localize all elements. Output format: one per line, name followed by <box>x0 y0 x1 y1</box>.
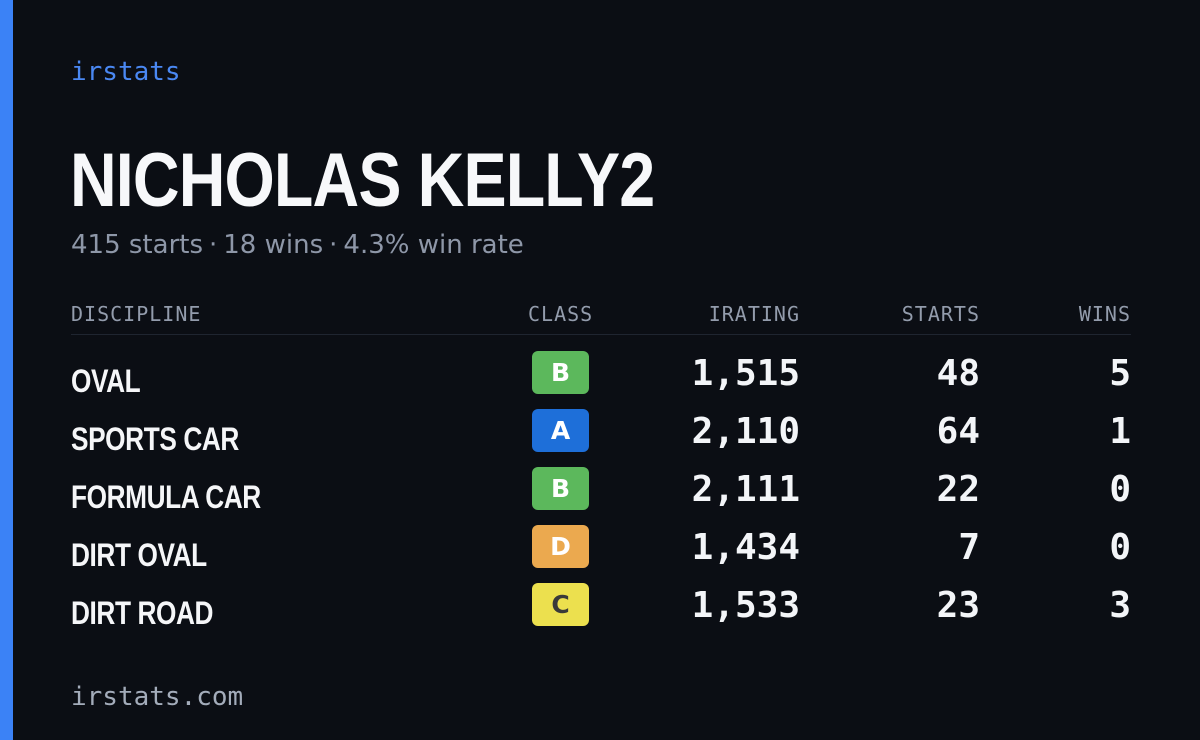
summary-win-rate: 4.3% win rate <box>343 230 524 260</box>
summary-separator: · <box>329 230 338 260</box>
driver-summary: 415 starts · 18 wins · 4.3% win rate <box>71 229 524 261</box>
starts-value: 7 <box>958 527 980 568</box>
table-row: FORMULA CAR B 2,111 22 0 <box>71 467 1131 525</box>
wins-value: 1 <box>1109 411 1131 452</box>
footer-url: irstats.com <box>71 682 244 712</box>
table-row: DIRT ROAD C 1,533 23 3 <box>71 583 1131 641</box>
discipline-stats-table: DISCIPLINE CLASS IRATING STARTS WINS OVA… <box>71 298 1131 641</box>
class-badge: A <box>532 409 589 452</box>
header-irating: IRATING <box>708 302 800 326</box>
class-badge: B <box>532 351 589 394</box>
table-body: OVAL B 1,515 48 5 SPORTS CAR A 2,110 64 … <box>71 335 1131 641</box>
starts-value: 48 <box>936 353 980 394</box>
table-header: DISCIPLINE CLASS IRATING STARTS WINS <box>71 298 1131 335</box>
summary-wins: 18 wins <box>223 230 324 260</box>
wins-value: 0 <box>1109 527 1131 568</box>
wins-value: 3 <box>1109 585 1131 626</box>
irating-value: 1,515 <box>691 353 800 394</box>
irating-value: 2,110 <box>691 411 800 452</box>
irating-value: 1,434 <box>691 527 800 568</box>
summary-starts: 415 starts <box>71 230 203 260</box>
discipline-name: DIRT ROAD <box>71 595 214 631</box>
discipline-name: FORMULA CAR <box>71 479 261 515</box>
discipline-name: DIRT OVAL <box>71 537 207 573</box>
header-starts: STARTS <box>901 302 980 326</box>
header-wins: WINS <box>1078 302 1131 326</box>
starts-value: 64 <box>936 411 980 452</box>
table-row: DIRT OVAL D 1,434 7 0 <box>71 525 1131 583</box>
summary-separator: · <box>209 230 218 260</box>
starts-value: 22 <box>936 469 980 510</box>
class-badge: C <box>532 583 589 626</box>
wins-value: 0 <box>1109 469 1131 510</box>
driver-name: NICHOLAS KELLY2 <box>70 138 655 223</box>
header-class: CLASS <box>528 302 594 326</box>
discipline-name: SPORTS CAR <box>71 421 239 457</box>
class-badge: B <box>532 467 589 510</box>
header-discipline: DISCIPLINE <box>71 302 202 326</box>
accent-bar <box>0 0 13 740</box>
table-row: OVAL B 1,515 48 5 <box>71 351 1131 409</box>
discipline-name: OVAL <box>71 363 141 399</box>
class-badge: D <box>532 525 589 568</box>
wins-value: 5 <box>1109 353 1131 394</box>
brand-logo-text: irstats <box>71 57 181 87</box>
irating-value: 1,533 <box>691 585 800 626</box>
starts-value: 23 <box>936 585 980 626</box>
irating-value: 2,111 <box>691 469 800 510</box>
table-row: SPORTS CAR A 2,110 64 1 <box>71 409 1131 467</box>
